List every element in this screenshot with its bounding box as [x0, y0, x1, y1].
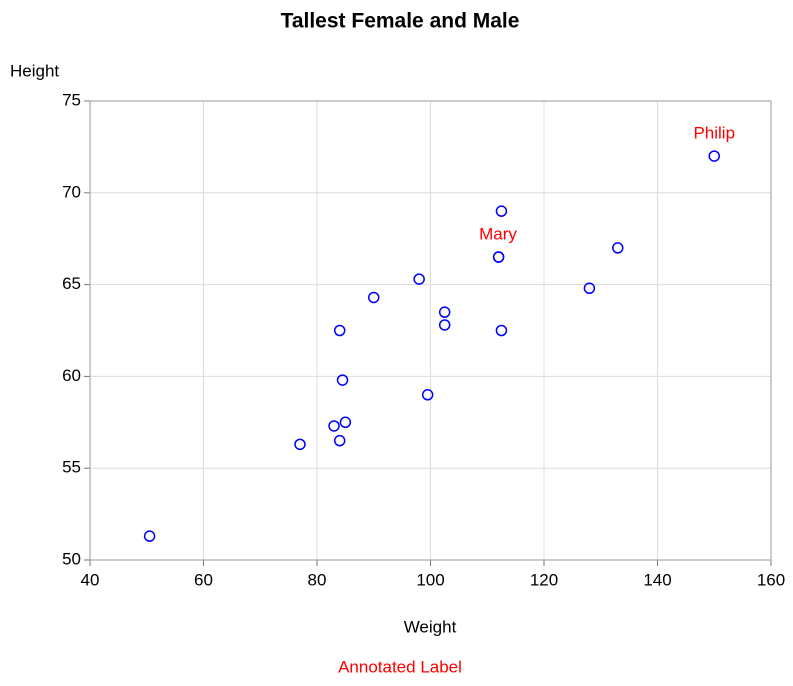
- plot-frame: [89, 100, 772, 561]
- point: [495, 205, 508, 217]
- y-tick-label: 70: [62, 182, 81, 201]
- x-tick-label: 40: [81, 570, 100, 589]
- point: [294, 438, 306, 451]
- x-tick-label: 100: [416, 570, 444, 589]
- point: [612, 242, 624, 254]
- point: [143, 530, 156, 542]
- point: [421, 389, 434, 401]
- x-tick-label: 120: [530, 570, 558, 589]
- annotation: Mary: [479, 225, 517, 244]
- y-tick-label: 75: [62, 90, 81, 109]
- chart-title: Tallest Female and Male: [281, 10, 520, 33]
- y-axis-label: Height: [10, 61, 59, 80]
- x-tick-label: 60: [194, 570, 213, 589]
- footnote: Annotated Label: [338, 657, 462, 676]
- point: [438, 306, 451, 318]
- y-tick-label: 50: [62, 549, 81, 568]
- y-tick-label: 65: [62, 274, 81, 293]
- point: [339, 416, 352, 429]
- point: [495, 324, 508, 337]
- annotation: Philip: [693, 124, 735, 143]
- point: [328, 420, 340, 432]
- point: [333, 434, 346, 447]
- point: [583, 282, 596, 295]
- point: [336, 374, 349, 386]
- x-tick-label: 160: [757, 570, 785, 589]
- point: [708, 150, 720, 162]
- y-tick-label: 55: [62, 458, 81, 477]
- point: [368, 291, 380, 304]
- point: [333, 324, 346, 337]
- point: [413, 273, 425, 285]
- point: [492, 251, 505, 263]
- x-axis-label: Weight: [404, 617, 457, 636]
- point: [438, 319, 451, 331]
- x-tick-label: 140: [643, 570, 671, 589]
- y-tick-label: 60: [62, 366, 81, 385]
- x-tick-label: 80: [308, 570, 327, 589]
